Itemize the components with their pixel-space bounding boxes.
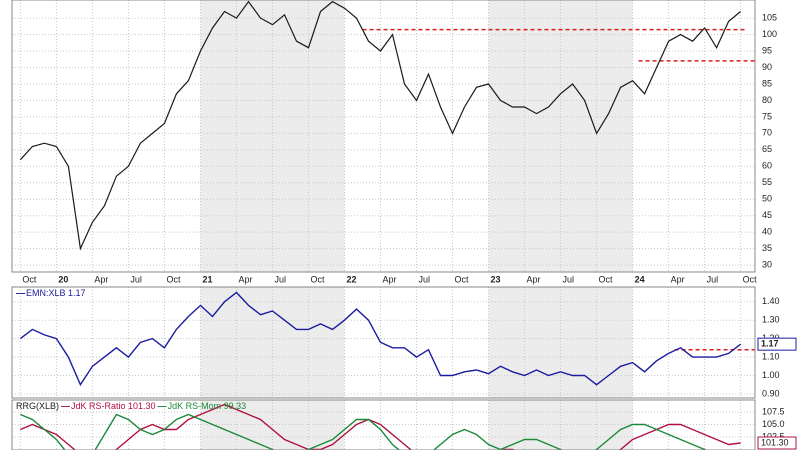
panel-frame — [11, 399, 756, 450]
series-line — [20, 413, 708, 450]
x-tick-label: Jul — [130, 274, 142, 284]
y-tick-label: 1.40 — [762, 296, 780, 306]
last-value-box — [757, 337, 797, 351]
y-tick-label: 85 — [762, 78, 772, 88]
x-tick-label: Jul — [563, 274, 575, 284]
panel-frame — [11, 0, 756, 273]
y-tick-label: 70 — [762, 128, 772, 138]
y-tick-label: 1.00 — [762, 370, 780, 380]
x-tick-label: Apr — [238, 274, 252, 284]
x-tick-label: Oct — [22, 274, 37, 284]
legend-entry: EMN:XLB 1.17 — [26, 288, 86, 298]
legend-swatch: — — [16, 288, 25, 298]
year-band — [200, 287, 345, 398]
y-tick-label: 95 — [762, 45, 772, 55]
x-tick-label: Jul — [707, 274, 719, 284]
y-tick-label: 45 — [762, 210, 772, 220]
x-tick-label: 24 — [635, 274, 645, 284]
x-tick-label: 22 — [346, 274, 356, 284]
y-tick-label: 102.5 — [762, 431, 785, 441]
y-tick-label: 105 — [762, 12, 777, 22]
x-tick-label: Oct — [455, 274, 470, 284]
series-line — [19, 291, 742, 387]
legend: RRG(XLB) —JdK RS-Ratio 101.30 —JdK RS-Mom … — [16, 401, 246, 411]
x-tick-label: Oct — [310, 274, 325, 284]
panel — [12, 0, 755, 272]
series-line — [19, 0, 741, 251]
last-value-label: 1.17 — [761, 339, 779, 349]
y-tick-label: 75 — [762, 111, 772, 121]
y-tick-label: 55 — [762, 177, 772, 187]
x-tick-label: Apr — [527, 274, 541, 284]
panel-frame — [11, 286, 756, 399]
x-tick-label: 21 — [202, 274, 212, 284]
legend-swatch: — — [158, 401, 167, 411]
y-tick-label: 60 — [762, 161, 772, 171]
year-band — [488, 287, 633, 398]
panel-bg — [12, 287, 755, 398]
y-tick-label: 30 — [762, 259, 772, 269]
x-tick-label: 20 — [58, 274, 68, 284]
y-tick-label: 65 — [762, 144, 772, 154]
y-tick-label: 1.30 — [762, 315, 780, 325]
y-tick-label: 107.5 — [762, 406, 785, 416]
panel — [12, 287, 755, 398]
x-tick-label: Oct — [166, 274, 181, 284]
panel-bg — [12, 0, 755, 272]
x-tick-label: Oct — [599, 274, 614, 284]
y-tick-label: 40 — [762, 227, 772, 237]
last-value-label: 101.30 — [761, 437, 789, 447]
y-tick-label: 35 — [762, 243, 772, 253]
x-tick-label: 23 — [491, 274, 501, 284]
y-tick-label: 0.90 — [762, 388, 780, 398]
x-tick-label: Jul — [274, 274, 286, 284]
y-tick-label: 50 — [762, 194, 772, 204]
legend: —EMN:XLB 1.17 — [16, 288, 86, 298]
y-tick-label: 90 — [762, 62, 772, 72]
y-tick-label: 105.0 — [762, 419, 785, 429]
x-tick-label: Apr — [94, 274, 108, 284]
last-value-box — [757, 436, 797, 450]
legend-title: RRG(XLB) — [16, 401, 59, 411]
x-tick-label: Apr — [671, 274, 685, 284]
x-tick-label: Jul — [419, 274, 431, 284]
y-tick-label: 80 — [762, 95, 772, 105]
x-tick-label: Apr — [382, 274, 396, 284]
legend-entry: JdK RS-Ratio 101.30 — [71, 401, 156, 411]
x-tick-label: Oct — [743, 274, 758, 284]
y-tick-label: 1.10 — [762, 351, 780, 361]
y-tick-label: 100 — [762, 29, 777, 39]
legend-swatch: — — [61, 401, 70, 411]
legend-entry: JdK RS-Mom 99.33 — [168, 401, 247, 411]
